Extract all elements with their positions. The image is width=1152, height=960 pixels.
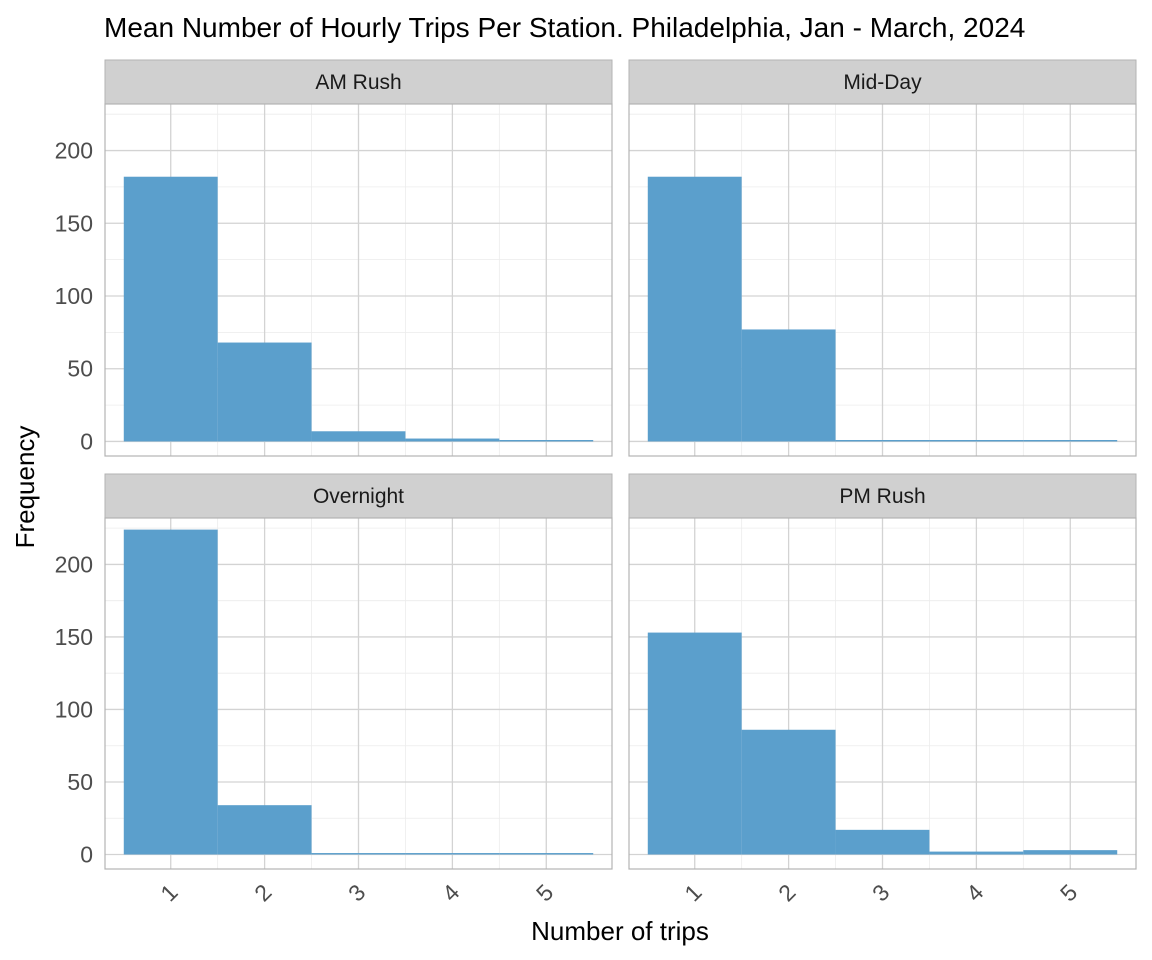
facet-strip-label: Overnight [313,485,404,508]
y-tick-labels: 0 50 100 150 200 0 50 100 150 200 [55,138,93,868]
histogram-bar [499,440,594,442]
histogram-bar [929,440,1024,442]
facet-strip-label: PM Rush [839,485,925,508]
y-tick-label: 50 [67,769,93,795]
facet-strip [628,473,1137,519]
x-tick-label: 5 [1055,879,1082,906]
y-tick-label: 150 [55,624,93,650]
facet-panel: AM Rush [104,59,613,457]
panel-border [628,517,1137,870]
facet-strip [628,59,1137,105]
panel-border [628,103,1137,457]
facet-strip [104,473,613,519]
histogram-bar [123,176,218,442]
x-tick-label: 4 [961,879,989,907]
facet-strip-label: AM Rush [315,71,401,94]
y-axis-label: Frequency [10,426,40,549]
y-tick-label: 0 [80,841,93,867]
x-tick-labels: 1 2 3 4 5 1 2 3 4 5 [155,879,1082,907]
panel-border [104,103,613,457]
y-tick-label: 200 [55,138,93,164]
histogram-bar [123,529,218,855]
histogram-bar [405,853,500,855]
x-tick-label: 2 [773,879,800,906]
histogram-bar [647,176,742,442]
y-tick-label: 100 [55,696,93,722]
facet-strip-label: Mid-Day [843,71,922,94]
x-axis-label: Number of trips [531,916,709,946]
histogram-bar [1023,440,1118,442]
x-tick-label: 2 [249,879,276,906]
histogram-bar [929,851,1024,855]
facet-strip [104,59,613,105]
x-tick-label: 5 [531,879,558,906]
y-tick-label: 50 [67,356,93,382]
x-tick-label: 3 [343,879,370,906]
histogram-bar [647,632,742,855]
panel-border [104,517,613,870]
histogram-bar [741,729,836,855]
y-tick-label: 150 [55,210,93,236]
x-tick-label: 3 [867,879,894,906]
panels-group: AM Rush Mid-Day Overnight PM Rush [104,59,1137,870]
histogram-bar [1023,850,1118,855]
histogram-bar [499,853,594,855]
y-tick-label: 200 [55,551,93,577]
histogram-bar [741,329,836,442]
facet-panel: Mid-Day [628,59,1137,457]
histogram-bar [217,342,312,442]
y-tick-label: 100 [55,283,93,309]
histogram-bar [311,431,406,442]
histogram-bar [311,853,406,855]
histogram-bar [835,829,930,855]
x-tick-label: 1 [155,879,182,906]
y-tick-label: 0 [80,428,93,454]
facet-panel: PM Rush [628,473,1137,870]
x-tick-label: 1 [679,879,706,906]
histogram-bar [835,440,930,442]
x-tick-label: 4 [437,879,465,907]
facet-panel: Overnight [104,473,613,870]
chart-title: Mean Number of Hourly Trips Per Station.… [104,12,1025,43]
histogram-bar [405,438,500,442]
histogram-bar [217,805,312,855]
